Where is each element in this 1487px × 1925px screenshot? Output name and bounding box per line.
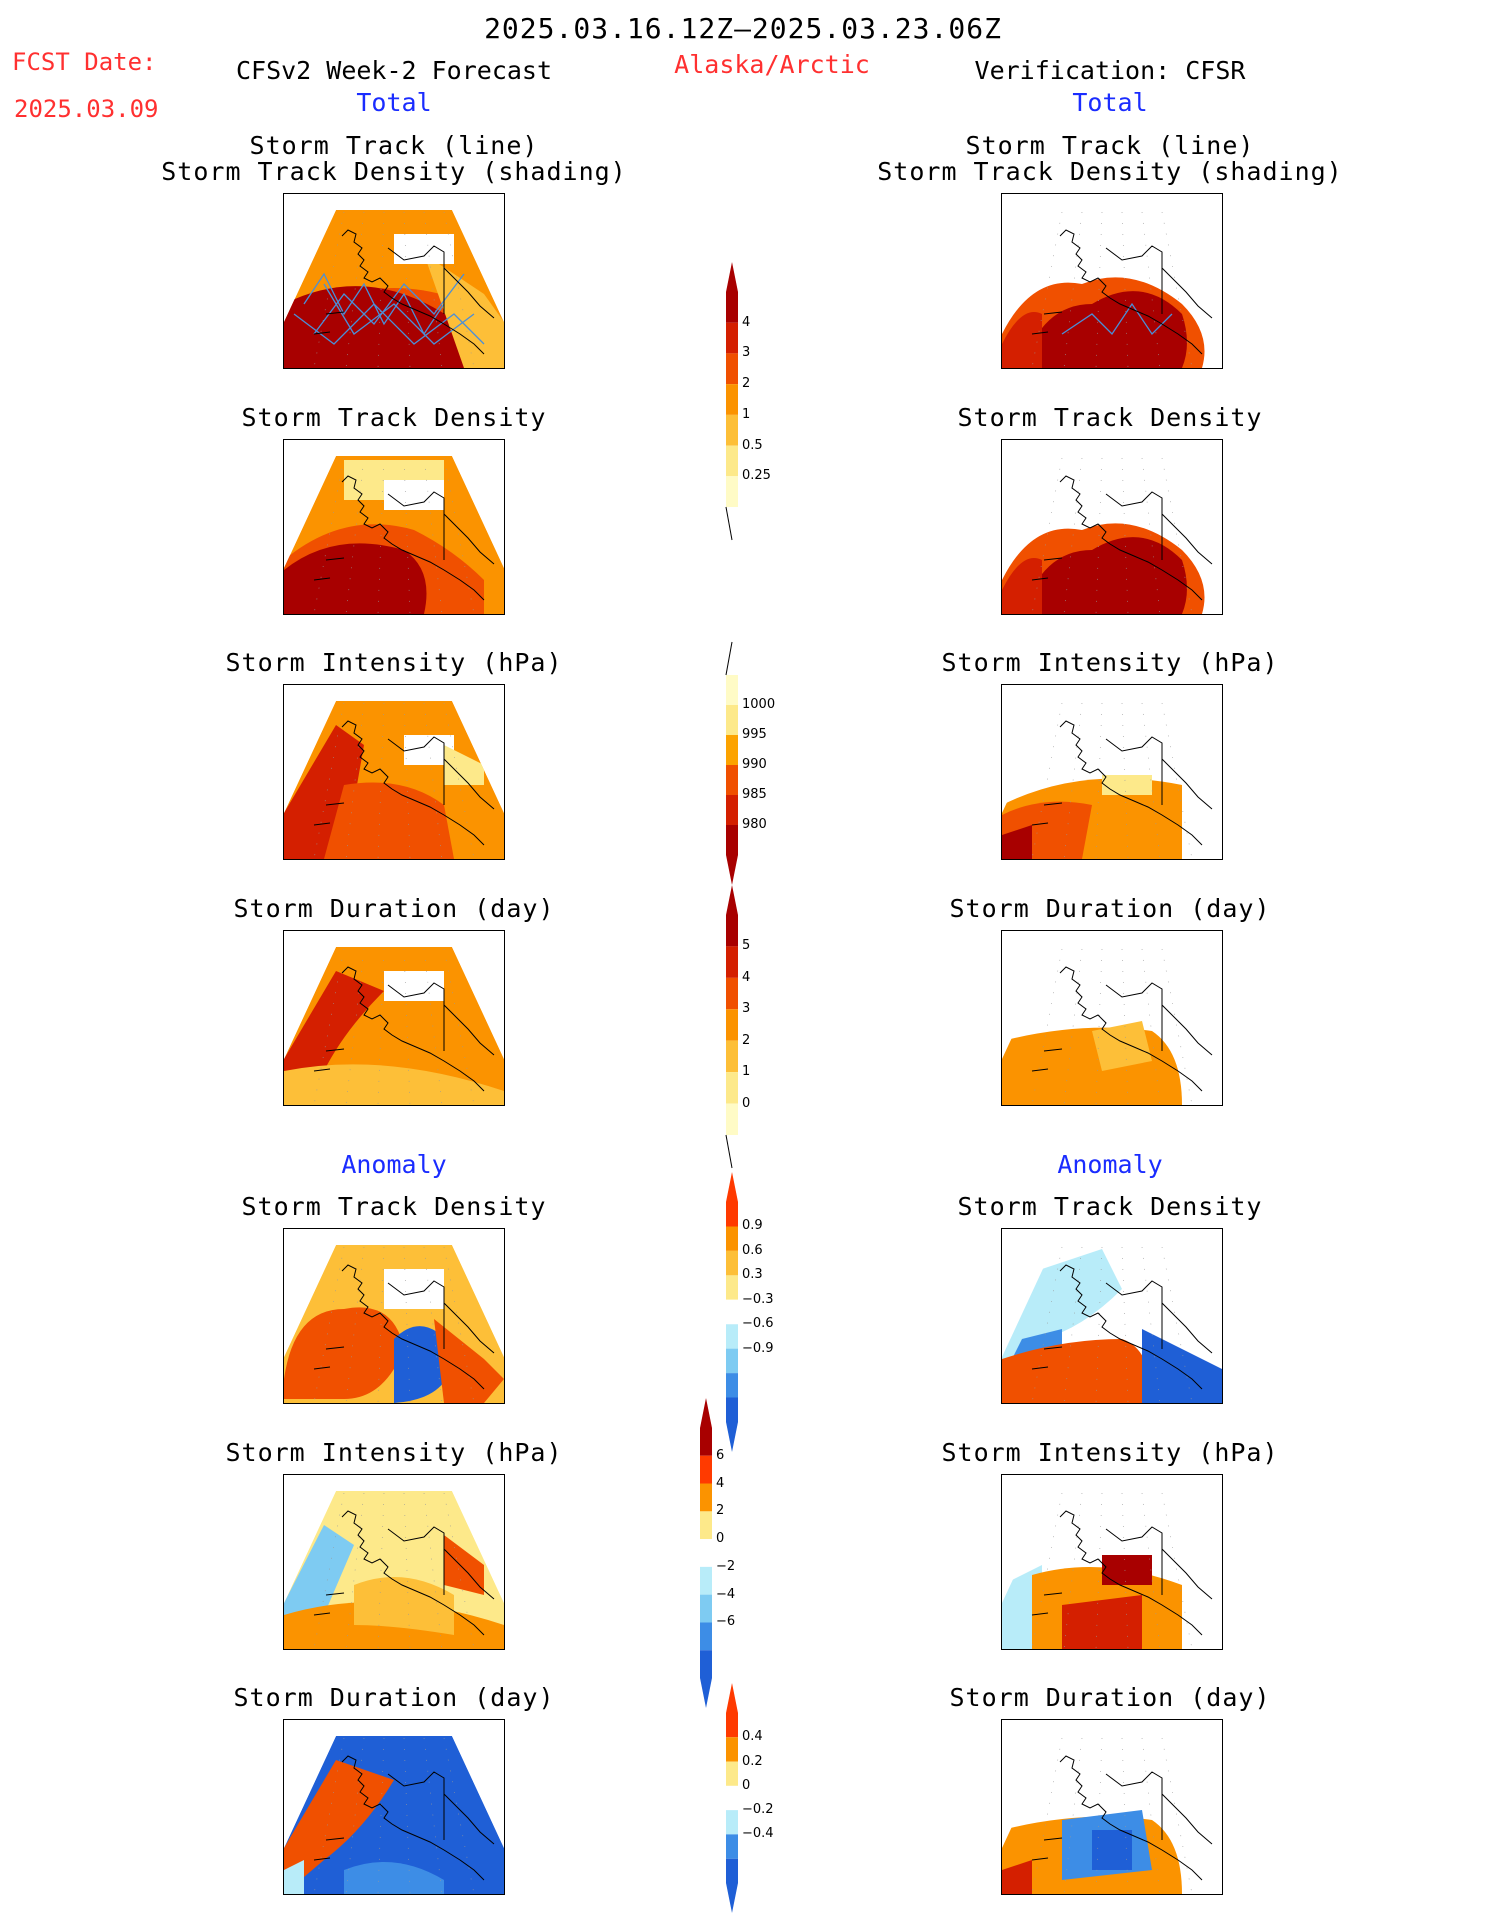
fc-density-map (283, 439, 505, 615)
vf-anom-density-title: Storm Track Density (957, 1192, 1263, 1221)
fc-anom-duration-map (283, 1719, 505, 1895)
fc-density-title: Storm Track Density (241, 403, 547, 432)
fc-anom-duration-title: Storm Duration (day) (233, 1683, 555, 1712)
fc-duration-map (283, 930, 505, 1106)
fc-anomaly-label: Anomaly (341, 1150, 447, 1179)
fc-anom-intensity-title: Storm Intensity (hPa) (225, 1438, 563, 1467)
colorbar-tick-label: 1000 (742, 697, 776, 712)
colorbar-tick-label: 4 (742, 969, 751, 985)
vf-anom-density-map (1001, 1228, 1223, 1404)
anomaly-density-colorbar: 0.9 0.6 0.3 −0.3 −0.6 −0.9 (718, 1172, 808, 1452)
verification-total-label: Total (1072, 88, 1148, 117)
colorbar-tick-label: 980 (742, 817, 767, 832)
vf-anom-intensity-title: Storm Intensity (hPa) (941, 1438, 1279, 1467)
colorbar-tick-label: 3 (742, 345, 751, 361)
duration-colorbar: 5 4 3 2 1 0 (718, 885, 808, 1170)
colorbar-tick-label: −0.4 (742, 1826, 774, 1842)
fcst-date-label: FCST Date: (12, 48, 157, 76)
colorbar-tick-label: 985 (742, 787, 767, 802)
vf-density-title: Storm Track Density (957, 403, 1263, 432)
vf-anom-duration-map (1001, 1719, 1223, 1895)
fc-anom-intensity-map (283, 1474, 505, 1650)
colorbar-tick-label: −6 (716, 1614, 736, 1630)
colorbar-tick-label: 0.25 (742, 468, 771, 484)
vf-duration-title: Storm Duration (day) (949, 894, 1271, 923)
colorbar-tick-label: 0.6 (742, 1242, 763, 1258)
density-colorbar: 4 3 2 1 0.5 0.25 (718, 262, 808, 542)
colorbar-tick-label: 0.3 (742, 1267, 763, 1283)
colorbar-tick-label: 4 (742, 314, 751, 330)
vf-track-line-title: Storm Track (line) (965, 131, 1255, 160)
vf-track-shading-title: Storm Track Density (shading) (877, 157, 1343, 186)
fc-anom-density-title: Storm Track Density (241, 1192, 547, 1221)
vf-anom-duration-title: Storm Duration (day) (949, 1683, 1271, 1712)
region-title: Alaska/Arctic (674, 50, 870, 79)
colorbar-tick-label: 0.4 (742, 1729, 763, 1745)
vf-anom-intensity-map (1001, 1474, 1223, 1650)
fc-intensity-title: Storm Intensity (hPa) (225, 648, 563, 677)
colorbar-tick-label: 990 (742, 757, 767, 772)
fc-anom-density-map (283, 1228, 505, 1404)
colorbar-tick-label: −0.6 (742, 1316, 774, 1332)
forecast-total-label: Total (356, 88, 432, 117)
colorbar-tick-label: 2 (716, 1503, 725, 1519)
fc-intensity-map (283, 684, 505, 860)
colorbar-tick-label: 0 (716, 1531, 725, 1547)
vf-anomaly-label: Anomaly (1057, 1150, 1163, 1179)
anomaly-duration-colorbar: 0.4 0.2 0 −0.2 −0.4 (718, 1683, 808, 1913)
colorbar-tick-label: 3 (742, 1001, 751, 1017)
colorbar-tick-label: 0 (742, 1095, 751, 1111)
intensity-colorbar: 1000 995 990 985 980 (718, 640, 808, 885)
colorbar-tick-label: 0 (742, 1777, 751, 1793)
colorbar-tick-label: 995 (742, 727, 767, 742)
fc-track-line-title: Storm Track (line) (249, 131, 539, 160)
colorbar-tick-label: 2 (742, 1032, 751, 1048)
colorbar-tick-label: 2 (742, 376, 751, 392)
fc-duration-title: Storm Duration (day) (233, 894, 555, 923)
anomaly-intensity-colorbar: 6 4 2 0 −2 −4 −6 (692, 1398, 782, 1708)
colorbar-tick-label: 1 (742, 406, 751, 422)
colorbar-tick-label: 6 (716, 1447, 725, 1463)
fc-track-map (283, 193, 505, 369)
date-range-title: 2025.03.16.12Z–2025.03.23.06Z (484, 12, 1002, 45)
vf-duration-map (1001, 930, 1223, 1106)
colorbar-tick-label: 1 (742, 1064, 751, 1080)
vf-intensity-title: Storm Intensity (hPa) (941, 648, 1279, 677)
fcst-date-value: 2025.03.09 (14, 95, 159, 123)
colorbar-tick-label: −0.9 (742, 1340, 774, 1356)
vf-track-map (1001, 193, 1223, 369)
colorbar-tick-label: 5 (742, 938, 751, 954)
colorbar-tick-label: 0.9 (742, 1218, 763, 1234)
vf-density-map (1001, 439, 1223, 615)
colorbar-tick-label: −0.2 (742, 1802, 774, 1818)
colorbar-tick-label: −0.3 (742, 1291, 774, 1307)
forecast-title: CFSv2 Week-2 Forecast (235, 56, 553, 85)
colorbar-tick-label: −2 (716, 1558, 736, 1574)
colorbar-tick-label: 0.5 (742, 437, 763, 453)
colorbar-tick-label: 4 (716, 1475, 725, 1491)
vf-intensity-map (1001, 684, 1223, 860)
colorbar-tick-label: 0.2 (742, 1753, 763, 1769)
verification-title: Verification: CFSR (974, 56, 1246, 85)
colorbar-tick-label: −4 (716, 1586, 736, 1602)
fc-track-shading-title: Storm Track Density (shading) (161, 157, 627, 186)
